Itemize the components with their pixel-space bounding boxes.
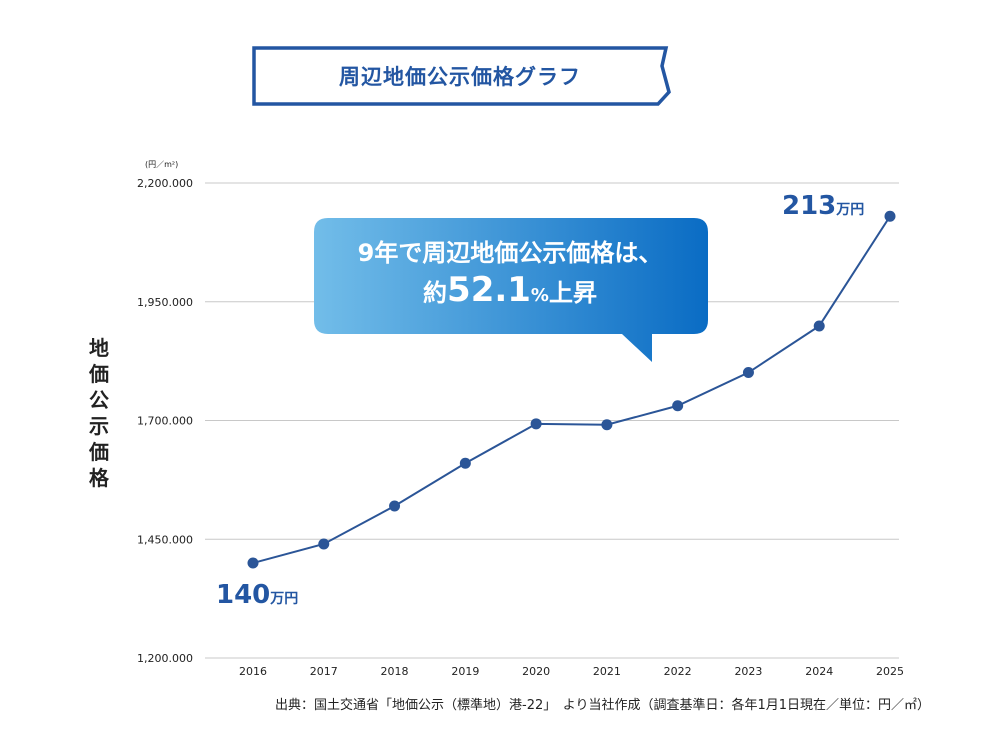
y-axis-label: 地 価 公 示 価 格 (84, 335, 114, 491)
y-unit-label: (円／m²) (145, 160, 179, 169)
x-tick-label: 2023 (734, 665, 762, 678)
y-axis-label-char: 示 (89, 414, 109, 438)
callout-pct: % (530, 285, 549, 306)
y-axis-label-char: 価 (89, 362, 109, 386)
y-axis-label-char: 価 (89, 440, 109, 464)
data-point (530, 418, 542, 430)
y-tick-label: 2,200.000 (137, 177, 193, 190)
title-frame (252, 46, 671, 106)
start-price-label: 140万円 (216, 580, 298, 610)
y-axis-label-char: 地 (89, 336, 109, 360)
y-tick-label: 1,700.000 (137, 415, 193, 428)
data-point (247, 557, 259, 569)
x-tick-label: 2019 (451, 665, 479, 678)
title-box: 周辺地価公示価格グラフ (248, 46, 672, 110)
callout-prefix: 約 (423, 279, 448, 307)
x-tick-label: 2025 (876, 665, 904, 678)
y-axis-label-char: 格 (89, 466, 109, 490)
x-tick-label: 2018 (381, 665, 409, 678)
data-point (459, 457, 471, 469)
x-tick-label: 2017 (310, 665, 338, 678)
y-tick-labels: 1,200.000 1,450.000 1,700.000 1,950.000 2,20… (137, 177, 193, 665)
start-price-unit: 万円 (270, 591, 299, 607)
x-tick-labels: 2016 2017 2018 2019 2020 2021 2022 2023 2024 2025 (239, 665, 904, 678)
end-price-value: 213 (782, 191, 837, 221)
end-price-label: 213万円 (782, 191, 864, 221)
y-tick-label: 1,450.000 (137, 533, 193, 546)
end-price-unit: 万円 (836, 202, 865, 218)
data-point (601, 419, 613, 431)
data-point (389, 500, 401, 512)
series-path (252, 215, 891, 564)
callout-line1: 9年で周辺地価公示価格は、 (357, 239, 663, 267)
source-note: 出典：国土交通省「地価公示（標準地）港-22」 より当社作成（調査基準日：各年1… (275, 698, 931, 713)
x-tick-label: 2022 (664, 665, 692, 678)
y-tick-label: 1,950.000 (137, 296, 193, 309)
callout-value: 52.1 (447, 270, 531, 310)
chart-title: 周辺地価公示価格グラフ (339, 65, 581, 89)
callout-text: 9年で周辺地価公示価格は、 約52.1%上昇 (312, 218, 708, 334)
data-point (318, 538, 330, 550)
callout-suffix: 上昇 (548, 279, 597, 307)
x-tick-label: 2016 (239, 665, 267, 678)
data-point (884, 210, 896, 222)
series-line (252, 215, 891, 564)
x-tick-label: 2024 (805, 665, 833, 678)
y-tick-label: 1,200.000 (137, 652, 193, 665)
x-tick-label: 2020 (522, 665, 550, 678)
data-point (813, 320, 825, 332)
data-point (742, 367, 754, 379)
callout-line2: 約52.1%上昇 (423, 270, 597, 316)
y-axis-label-char: 公 (89, 388, 109, 412)
data-point (672, 400, 684, 412)
callout-bubble (314, 218, 708, 362)
start-price-value: 140 (216, 580, 271, 610)
x-tick-label: 2021 (593, 665, 621, 678)
data-points (247, 210, 896, 569)
